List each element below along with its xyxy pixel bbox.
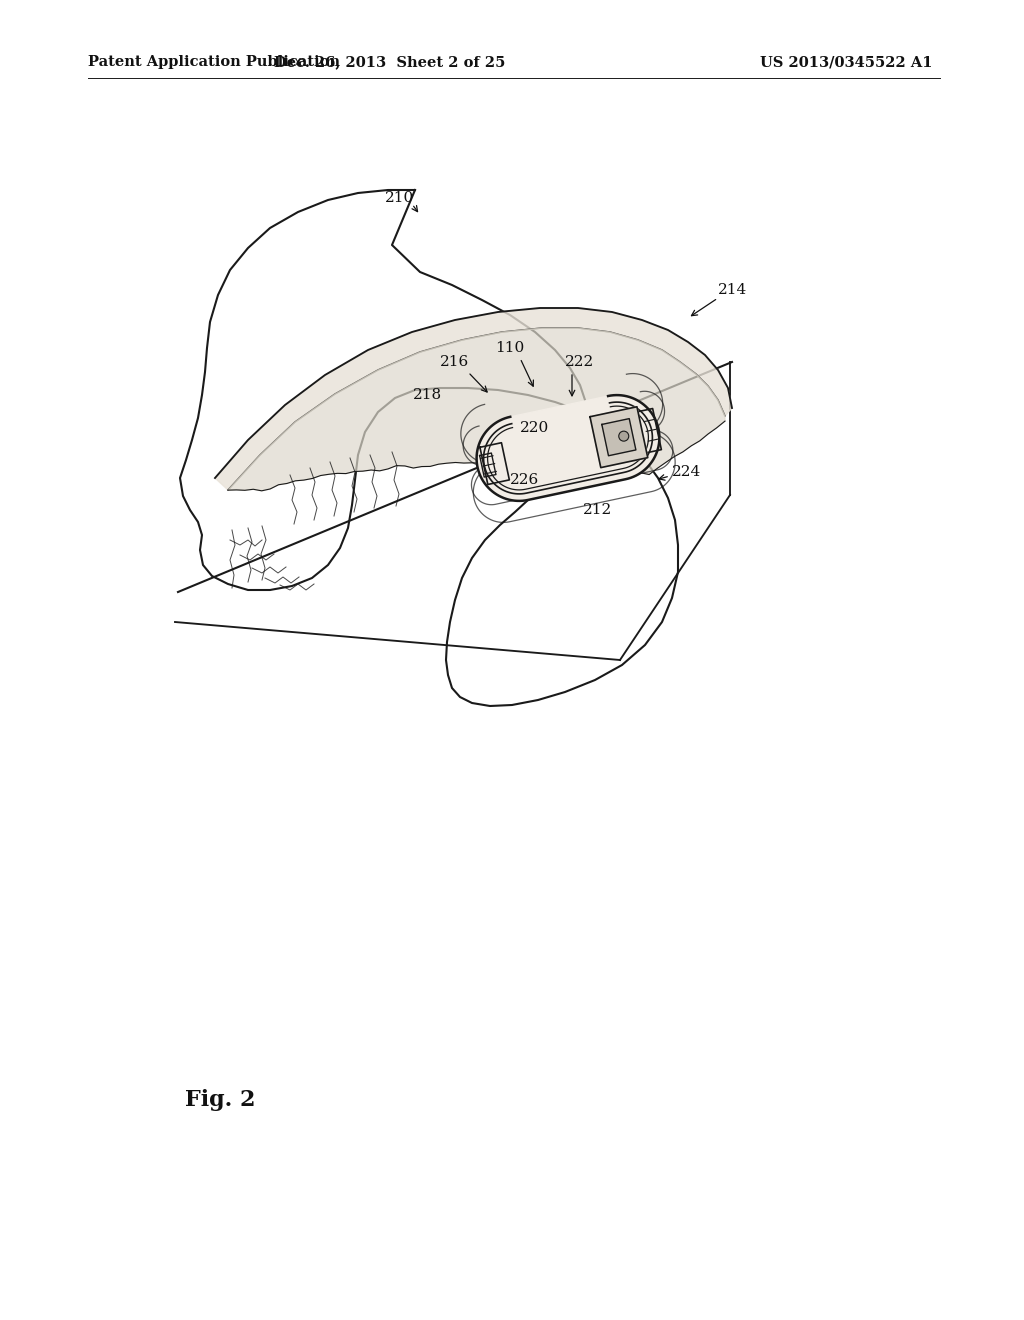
Text: 222: 222 [565,355,594,370]
Circle shape [618,432,629,441]
Text: Patent Application Publication: Patent Application Publication [88,55,340,69]
Polygon shape [479,453,496,477]
Text: 220: 220 [520,421,550,436]
Polygon shape [476,395,659,500]
Polygon shape [631,408,662,454]
Text: 210: 210 [385,191,415,205]
Text: 226: 226 [510,473,540,487]
Polygon shape [215,308,732,490]
Text: 212: 212 [584,503,612,517]
Text: 110: 110 [496,341,524,355]
Text: Fig. 2: Fig. 2 [185,1089,256,1111]
Polygon shape [480,442,509,484]
Text: Dec. 26, 2013  Sheet 2 of 25: Dec. 26, 2013 Sheet 2 of 25 [274,55,506,69]
Polygon shape [228,327,725,491]
Text: 214: 214 [718,282,748,297]
Text: 216: 216 [440,355,470,370]
Polygon shape [590,407,648,467]
Text: US 2013/0345522 A1: US 2013/0345522 A1 [760,55,933,69]
Text: 218: 218 [414,388,442,403]
Text: 224: 224 [672,465,701,479]
Polygon shape [602,418,636,455]
